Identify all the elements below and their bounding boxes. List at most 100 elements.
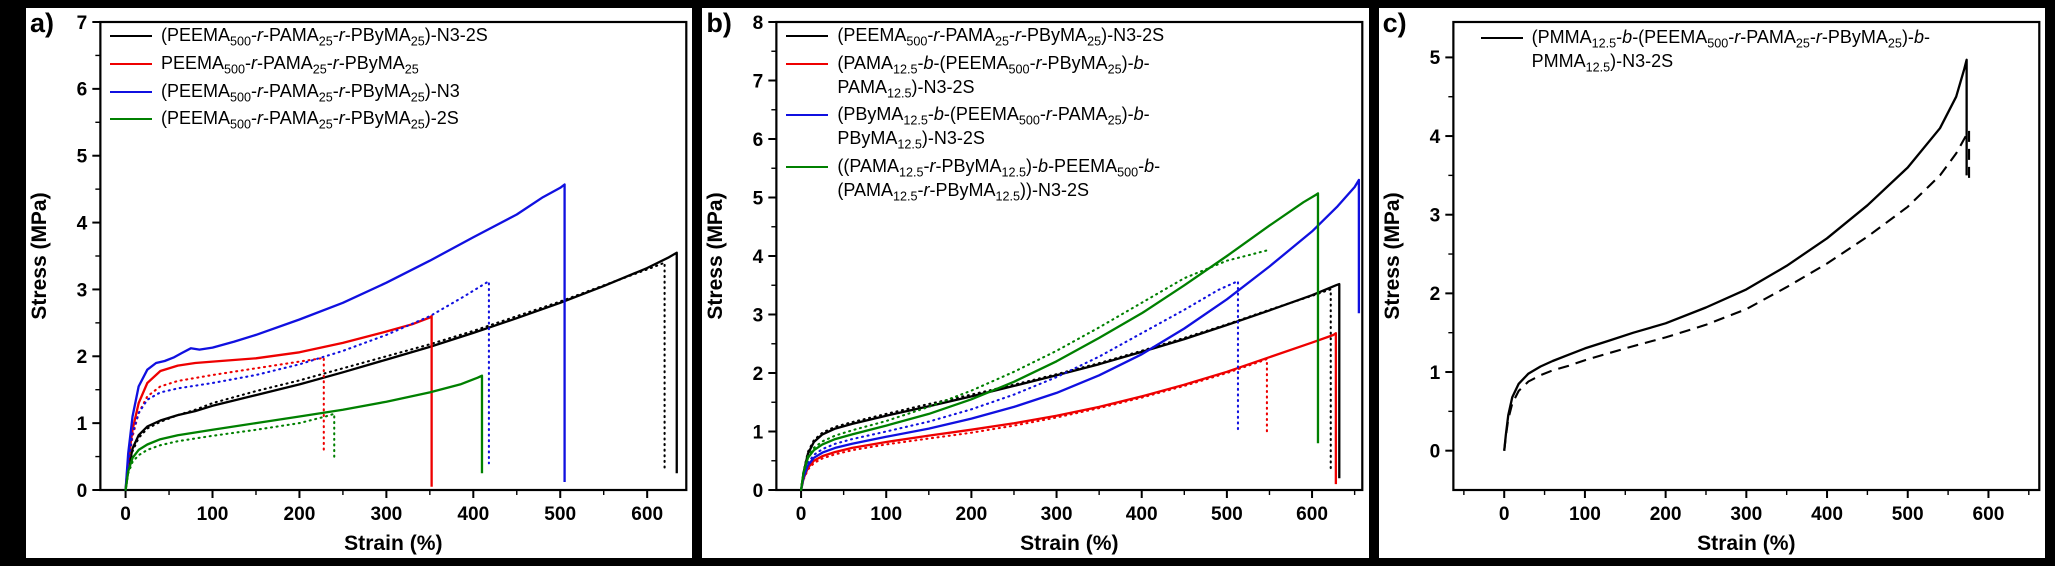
legend-label: (PMMA12.5-b-(PEEMA500-r-PAMA25-r-PByMA25…	[1531, 27, 1930, 75]
panel-c-label: c)	[1382, 8, 1407, 38]
y-tick-label: 4	[753, 247, 764, 268]
y-tick-label: 3	[753, 305, 764, 326]
y-tick-label: 2	[753, 364, 764, 385]
legend-line-sample	[786, 114, 829, 117]
y-tick-label: 2	[1429, 284, 1440, 305]
x-axis-title: Strain (%)	[1020, 532, 1118, 555]
y-tick-label: 2	[77, 347, 88, 368]
panel-b: b) (PEEMA500-r-PAMA25-r-PByMA25)-N3-2S (P…	[702, 8, 1369, 558]
y-tick-label: 7	[77, 13, 88, 34]
x-tick-label: 600	[631, 504, 663, 525]
x-tick-label: 100	[871, 504, 903, 525]
x-tick-label: 600	[1972, 504, 2004, 525]
legend-entry: (PMMA12.5-b-(PEEMA500-r-PAMA25-r-PByMA25…	[1480, 26, 1930, 75]
legend-label: (PEEMA500-r-PAMA25-r-PByMA25)-N3-2S	[837, 25, 1165, 49]
chart-canvas: 0 100 200 300 400 500 600 0 1 2 3 4 5 Strain (%) Stres…	[1381, 20, 2041, 555]
legend-line-sample	[110, 118, 152, 121]
y-axis-ticks: 0 1 2 3 4 5 6 7	[77, 13, 101, 502]
legend-entry: (PAMA12.5-b-(PEEMA500-r-PByMA25)-b- PAMA1…	[786, 52, 1164, 101]
x-tick-label: 200	[1649, 504, 1681, 525]
x-tick-label: 500	[1211, 504, 1243, 525]
y-tick-label: 4	[1429, 127, 1440, 148]
series-N3-dotted	[124, 280, 490, 492]
series-PAMA-triblock-solid	[800, 332, 1338, 491]
legend-label: (PEEMA500-r-PAMA25-r-PByMA25)-2S	[161, 108, 459, 132]
x-tick-label: 200	[284, 504, 316, 525]
x-tick-label: 0	[796, 504, 807, 525]
y-tick-label: 5	[1429, 48, 1440, 69]
series-N3-2S-dotted	[124, 261, 666, 492]
chart-b: 0 100 200 300 400 500 600 0 1 2 3 4 5 6 7 8 Strain (%) St…	[702, 8, 1368, 558]
legend-label: PEEMA500-r-PAMA25-r-PByMA25	[161, 52, 419, 77]
legend-line-sample	[786, 62, 829, 65]
y-tick-label: 0	[1429, 442, 1440, 463]
y-tick-label: 1	[1429, 363, 1440, 384]
y-tick-label: 3	[1429, 206, 1440, 227]
plot-box	[1451, 20, 2041, 492]
x-tick-label: 600	[1296, 504, 1328, 525]
x-tick-label: 100	[197, 504, 229, 525]
y-tick-label: 4	[77, 213, 88, 234]
legend-line-sample	[110, 62, 152, 65]
x-tick-label: 0	[120, 504, 131, 525]
series-2S-dotted	[124, 412, 336, 492]
x-tick-label: 500	[1891, 504, 1923, 525]
panel-b-legend: (PEEMA500-r-PAMA25-r-PByMA25)-N3-2S (PAMA…	[786, 24, 1164, 202]
series-2S-solid	[124, 374, 484, 491]
y-axis-title: Stress (MPa)	[28, 192, 51, 319]
chart-a: 0 100 200 300 400 500 600 0 1 2 3 4 5 6 7 Strain (%) Str…	[26, 8, 692, 558]
y-tick-label: 5	[77, 147, 88, 168]
chart-c: 0 100 200 300 400 500 600 0 1 2 3 4 5 Strain (%) Stres…	[1379, 8, 2045, 558]
legend-line-sample	[786, 35, 829, 37]
y-axis-ticks: 0 1 2 3 4 5	[1429, 48, 1454, 463]
x-tick-label: 300	[1041, 504, 1073, 525]
series-PByMA-triblock-dotted	[800, 280, 1240, 492]
x-tick-label: 300	[1730, 504, 1762, 525]
series-PMMA-triblock-solid	[1502, 58, 1968, 451]
x-tick-label: 400	[1126, 504, 1158, 525]
y-tick-label: 3	[77, 280, 88, 301]
legend-label: (PEEMA500-r-PAMA25-r-PByMA25)-N3-2S	[161, 25, 488, 49]
x-axis-ticks: 0 100 200 300 400 500 600	[1462, 490, 2030, 525]
x-tick-label: 400	[457, 504, 489, 525]
panel-b-label: b)	[706, 8, 732, 38]
y-tick-label: 5	[753, 188, 764, 209]
legend-label: (PAMA12.5-b-(PEEMA500-r-PByMA25)-b- PAMA1…	[837, 52, 1150, 101]
legend-entry: (PByMA12.5-b-(PEEMA500-r-PAMA25)-b- PByMA…	[786, 103, 1164, 151]
x-tick-label: 200	[956, 504, 988, 525]
y-tick-label: 1	[753, 422, 764, 443]
legend-entry: (PEEMA500-r-PAMA25-r-PByMA25)-N3-2S	[786, 24, 1164, 48]
series-PByMA-triblock-solid	[800, 178, 1361, 491]
chart-canvas: 0 100 200 300 400 500 600 0 1 2 3 4 5 6 7 Strain (%) Str…	[28, 13, 688, 555]
legend-label: ((PAMA12.5-r-PByMA12.5)-b-PEEMA500-b- (PA…	[837, 155, 1161, 204]
legend-line-sample	[110, 90, 152, 93]
x-axis-title: Strain (%)	[1697, 532, 1795, 555]
x-tick-label: 300	[370, 504, 402, 525]
y-tick-label: 6	[753, 130, 764, 151]
y-tick-label: 0	[77, 481, 88, 502]
x-axis-ticks: 0 100 200 300 400 500 600	[796, 490, 1356, 525]
series-random-end-triblock-solid	[800, 192, 1320, 491]
y-tick-label: 7	[753, 71, 764, 92]
series-uncrosslinked-solid	[124, 315, 433, 491]
legend-entry: (PEEMA500-r-PAMA25-r-PByMA25)-N3-2S	[110, 24, 488, 48]
legend-line-sample	[110, 35, 152, 37]
legend-entry: (PEEMA500-r-PAMA25-r-PByMA25)-N3	[110, 80, 488, 103]
legend-label: (PByMA12.5-b-(PEEMA500-r-PAMA25)-b- PByMA…	[837, 104, 1150, 152]
series-N3-solid	[124, 183, 566, 491]
panel-a-label: a)	[30, 8, 55, 38]
panel-a: a) (PEEMA500-r-PAMA25-r-PByMA25)-N3-2S PE…	[26, 8, 693, 558]
series-uncrosslinked-dotted	[124, 356, 325, 492]
x-tick-label: 100	[1569, 504, 1601, 525]
y-axis-title: Stress (MPa)	[1381, 192, 1404, 319]
x-axis-title: Strain (%)	[344, 532, 442, 555]
chart-canvas: 0 100 200 300 400 500 600 0 1 2 3 4 5 6 7 8 Strain (%) St…	[704, 13, 1364, 555]
x-tick-label: 0	[1499, 504, 1510, 525]
y-tick-label: 1	[77, 414, 88, 435]
legend-entry: PEEMA500-r-PAMA25-r-PByMA25	[110, 52, 488, 76]
series-PMMA-triblock-dashed	[1502, 129, 1970, 451]
series-PAMA-triblock-dotted	[800, 357, 1269, 492]
x-tick-label: 400	[1811, 504, 1843, 525]
legend-line-sample	[786, 165, 829, 168]
